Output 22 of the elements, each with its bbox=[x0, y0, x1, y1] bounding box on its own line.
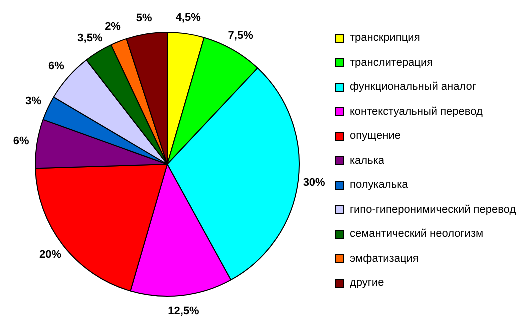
legend-label: калька bbox=[350, 154, 384, 166]
legend-label: эмфатизация bbox=[350, 252, 419, 264]
legend-label: функциональный аналог bbox=[350, 81, 476, 93]
data-label: 12,5% bbox=[168, 306, 200, 318]
legend-label: опущение bbox=[350, 130, 401, 142]
data-label: 2% bbox=[105, 20, 122, 33]
data-label: 6% bbox=[48, 60, 65, 73]
legend-label: семантический неологизм bbox=[350, 228, 484, 240]
data-label: 4,5% bbox=[176, 12, 202, 24]
data-label: 7,5% bbox=[228, 30, 254, 42]
data-label: 5% bbox=[136, 12, 153, 24]
data-label: 20% bbox=[40, 249, 62, 262]
data-label: 3% bbox=[26, 96, 42, 108]
data-label: 3,5% bbox=[78, 32, 103, 44]
legend-label: транскрипция bbox=[350, 32, 420, 44]
legend-label: транслитерация bbox=[350, 56, 434, 68]
data-label: 30% bbox=[303, 177, 326, 190]
legend-label: контекстуальный перевод bbox=[350, 106, 483, 118]
legend-label: другие bbox=[350, 277, 384, 289]
legend-label: полукалька bbox=[350, 179, 408, 191]
data-label: 6% bbox=[13, 135, 30, 148]
legend-label: гипо-гиперонимический перевод bbox=[350, 204, 516, 216]
